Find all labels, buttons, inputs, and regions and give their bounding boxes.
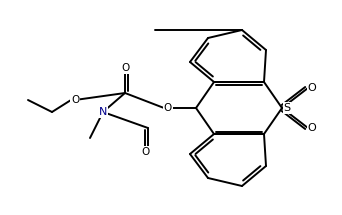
Text: N: N (99, 107, 107, 117)
Text: O: O (71, 95, 79, 105)
Text: O: O (121, 63, 129, 73)
Text: O: O (307, 83, 316, 93)
Text: O: O (307, 123, 316, 133)
Text: S: S (284, 103, 291, 113)
Text: O: O (141, 147, 149, 157)
Text: O: O (164, 103, 172, 113)
